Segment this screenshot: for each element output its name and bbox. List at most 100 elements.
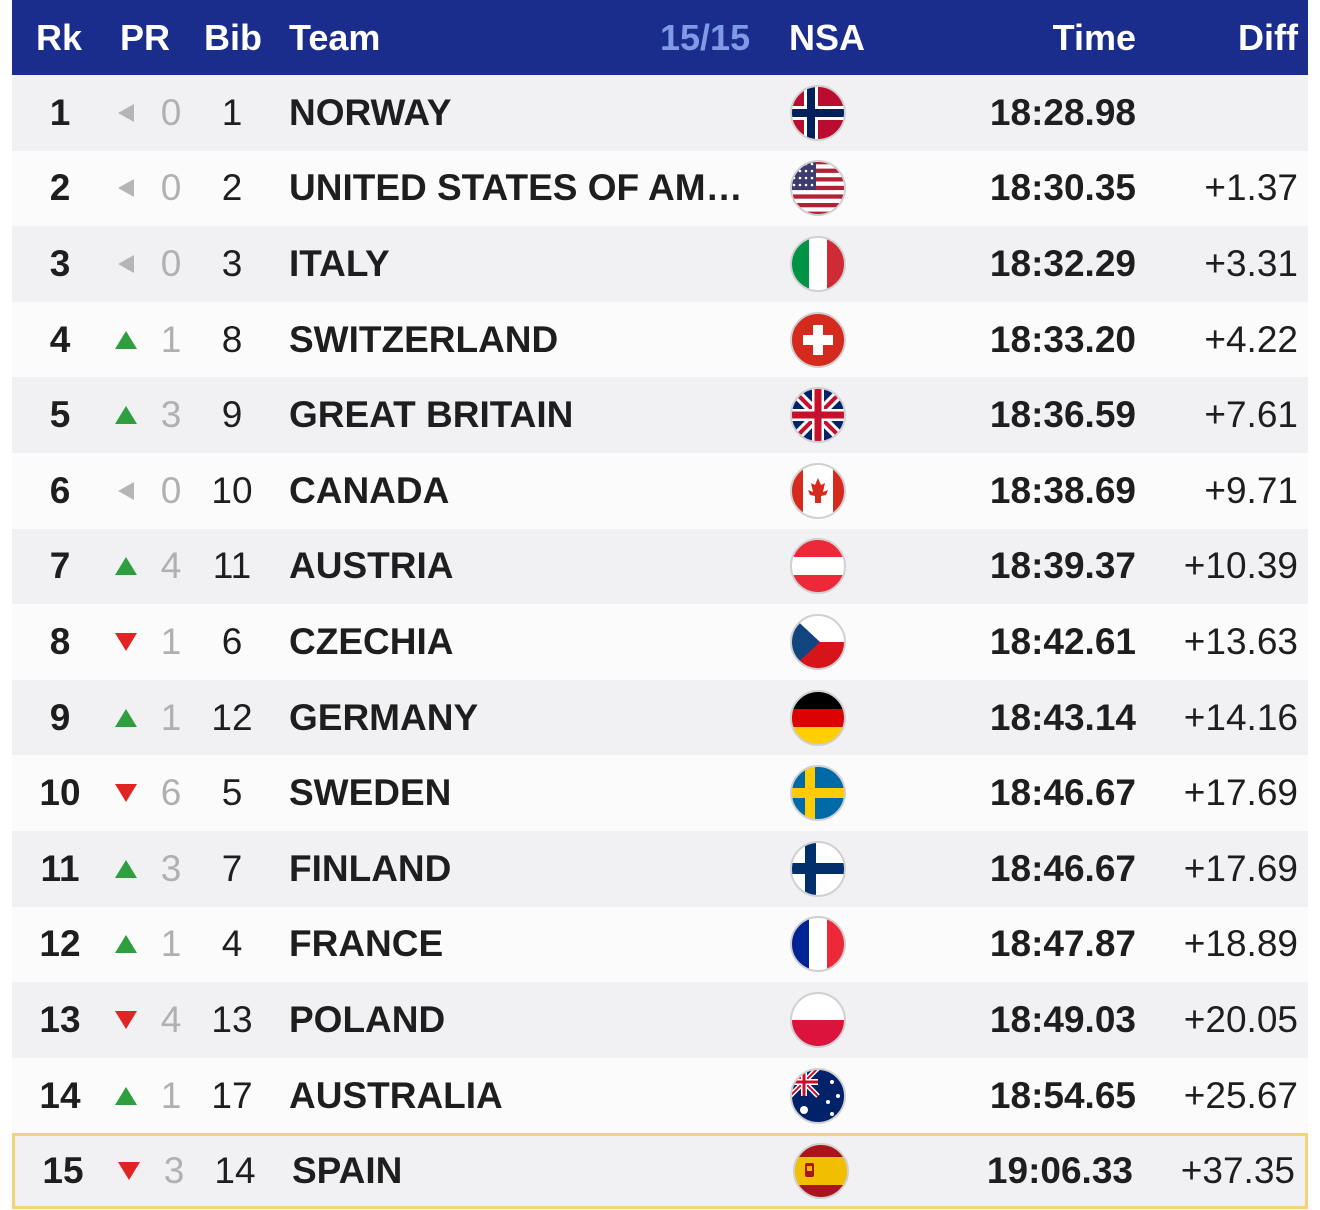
time-diff: +7.61: [1204, 394, 1298, 436]
bib: 7: [221, 847, 243, 889]
position-change: 4: [160, 998, 182, 1040]
table-row[interactable]: 12 1 4 FRANCE 18:47.87 +18.89: [12, 906, 1308, 983]
arrow-left-icon: [114, 252, 138, 276]
time: 18:43.14: [989, 696, 1136, 738]
rank: 8: [49, 620, 71, 662]
austria-flag-icon: [790, 538, 846, 595]
arrow-up-icon: [114, 857, 138, 881]
bib: 2: [221, 167, 243, 209]
table-row[interactable]: 15 3 14 SPAIN 19:06.33 +37.35: [12, 1133, 1308, 1209]
table-row[interactable]: 4 1 8 SWITZERLAND 18:33.20 +4.22: [12, 301, 1308, 378]
position-change: 1: [160, 1074, 182, 1116]
rank: 15: [42, 1150, 84, 1192]
team-name[interactable]: AUSTRIA: [289, 545, 454, 587]
rank: 14: [39, 1074, 81, 1116]
team-name[interactable]: CZECHIA: [289, 620, 454, 662]
team-name[interactable]: FINLAND: [289, 847, 452, 889]
position-change: 0: [160, 91, 182, 133]
rank: 12: [39, 923, 81, 965]
header-rank[interactable]: Rk: [36, 17, 83, 58]
bib: 11: [212, 545, 252, 587]
table-row[interactable]: 1 0 1 NORWAY 18:28.98: [12, 75, 1308, 151]
table-row[interactable]: 7 4 11 AUSTRIA 18:39.37 +10.39: [12, 528, 1308, 605]
rank: 1: [49, 91, 71, 133]
team-name[interactable]: CANADA: [289, 469, 450, 511]
time: 18:33.20: [989, 318, 1136, 360]
table-row[interactable]: 3 0 3 ITALY 18:32.29 +3.31: [12, 226, 1308, 302]
header-nsa[interactable]: NSA: [789, 17, 866, 58]
team-name[interactable]: POLAND: [289, 998, 446, 1040]
header-team[interactable]: Team: [289, 17, 381, 58]
table-row[interactable]: 5 3 9 GREAT BRITAIN 18:36.59 +7.61: [12, 377, 1308, 453]
team-name[interactable]: SPAIN: [292, 1150, 403, 1192]
time: 18:32.29: [989, 242, 1136, 284]
position-change: 3: [163, 1150, 185, 1192]
table-row[interactable]: 14 1 17 AUSTRALIA 18:54.65 +25.67: [12, 1057, 1308, 1134]
time: 18:46.67: [989, 772, 1136, 814]
header-diff[interactable]: Diff: [1238, 17, 1298, 58]
time-diff: +17.69: [1183, 847, 1298, 889]
table-row[interactable]: 8 1 6 CZECHIA 18:42.61 +13.63: [12, 604, 1308, 680]
header-bib[interactable]: Bib: [204, 17, 262, 58]
team-name[interactable]: GERMANY: [289, 696, 479, 738]
time: 18:42.61: [989, 620, 1136, 662]
finland-flag-icon: [790, 840, 846, 897]
time-diff: +13.63: [1183, 620, 1298, 662]
time-diff: +37.35: [1180, 1150, 1295, 1192]
rank: 11: [40, 847, 80, 889]
rank: 7: [49, 545, 71, 587]
team-name[interactable]: SWEDEN: [289, 772, 452, 814]
table-row[interactable]: 6 0 10 CANADA 18:38.69 +9.71: [12, 452, 1308, 529]
bib: 6: [221, 620, 243, 662]
time: 18:28.98: [989, 91, 1136, 133]
team-name[interactable]: AUSTRALIA: [289, 1074, 503, 1116]
sweden-flag-icon: [790, 765, 846, 822]
time-diff: +17.69: [1183, 772, 1298, 814]
table-body: 1 0 1 NORWAY 18:28.98 2 0 2 UNITED STATES OF AM……: [12, 75, 1308, 1209]
header-position-change[interactable]: PR: [120, 17, 171, 58]
bib: 17: [211, 1074, 253, 1116]
time: 18:38.69: [989, 469, 1136, 511]
team-name[interactable]: UNITED STATES OF AM…: [289, 167, 743, 209]
bib: 9: [221, 394, 243, 436]
time: 18:39.37: [989, 545, 1136, 587]
table-row[interactable]: 9 1 12 GERMANY 18:43.14 +14.16: [12, 679, 1308, 756]
rank: 4: [49, 318, 71, 360]
table-row[interactable]: 10 6 5 SWEDEN 18:46.67 +17.69: [12, 755, 1308, 831]
time: 19:06.33: [986, 1150, 1133, 1192]
header-time[interactable]: Time: [1052, 17, 1136, 58]
time: 18:54.65: [989, 1074, 1136, 1116]
team-name[interactable]: GREAT BRITAIN: [289, 394, 574, 436]
time-diff: +4.22: [1204, 318, 1298, 360]
arrow-up-icon: [114, 403, 138, 427]
table-row[interactable]: 13 4 13 POLAND 18:49.03 +20.05: [12, 982, 1308, 1058]
arrow-down-icon: [114, 781, 138, 805]
table-row[interactable]: 11 3 7 FINLAND 18:46.67 +17.69: [12, 830, 1308, 907]
team-name[interactable]: ITALY: [289, 242, 390, 284]
team-name[interactable]: SWITZERLAND: [289, 318, 559, 360]
time-diff: +1.37: [1204, 167, 1298, 209]
team-name[interactable]: NORWAY: [289, 91, 452, 133]
arrow-down-icon: [114, 630, 138, 654]
spain-flag-icon: [793, 1143, 849, 1200]
arrow-left-icon: [114, 176, 138, 200]
time: 18:30.35: [989, 167, 1136, 209]
team-name[interactable]: FRANCE: [289, 923, 444, 965]
arrow-down-icon: [117, 1159, 141, 1183]
time-diff: +3.31: [1204, 242, 1298, 284]
usa-flag-icon: [790, 160, 846, 217]
position-change: 4: [160, 545, 182, 587]
time-diff: +14.16: [1183, 696, 1298, 738]
czechia-flag-icon: [790, 613, 846, 670]
position-change: 0: [160, 167, 182, 209]
table-row[interactable]: 2 0 2 UNITED STATES OF AM… 18:30.35 +1.37: [12, 150, 1308, 227]
rank: 2: [49, 167, 71, 209]
france-flag-icon: [790, 916, 846, 973]
rank: 5: [49, 394, 71, 436]
position-change: 0: [160, 469, 182, 511]
time-diff: +10.39: [1183, 545, 1298, 587]
rank: 3: [49, 242, 71, 284]
results-count: 15/15: [660, 17, 751, 58]
bib: 8: [221, 318, 243, 360]
arrow-up-icon: [114, 1084, 138, 1108]
